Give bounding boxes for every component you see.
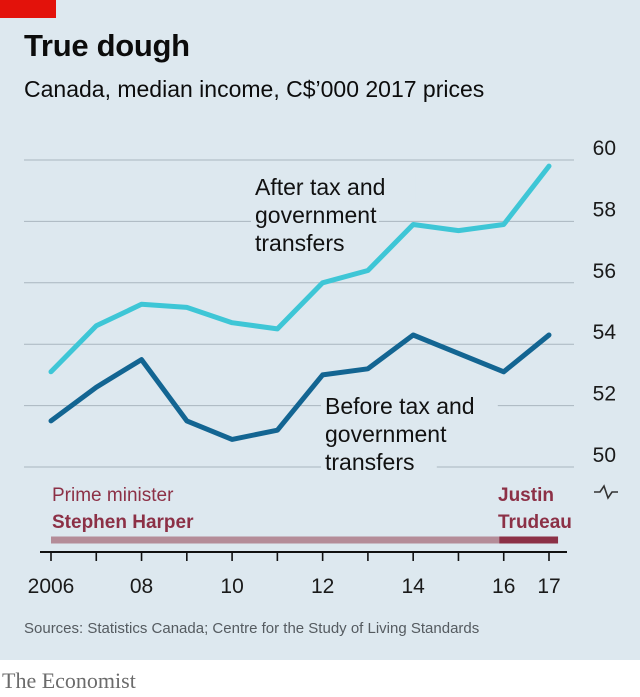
- label-backing: [321, 393, 498, 419]
- pm-periods: Prime minister Stephen Harper Justin Trudea…: [51, 485, 572, 544]
- series-label-line: government: [325, 421, 447, 447]
- economist-brand: The Economist: [2, 668, 136, 693]
- brand-red-tag: [0, 0, 56, 18]
- series-label-line: transfers: [255, 230, 344, 256]
- chart-panel: [0, 0, 640, 660]
- x-axis: 2006 08 10 12 14 16 17: [28, 551, 567, 598]
- x-tick-label: 14: [402, 575, 426, 598]
- series-label-line: Before tax and: [325, 393, 475, 419]
- trudeau-name-line: Trudeau: [498, 512, 572, 533]
- x-tick-label: 08: [130, 575, 153, 598]
- chart-title: True dough: [24, 28, 190, 63]
- series-label-line: transfers: [325, 449, 414, 475]
- y-axis-ticks: 50 52 54 56 58 60: [593, 137, 617, 467]
- source-note: Sources: Statistics Canada; Centre for t…: [24, 620, 480, 637]
- after-tax-line: [48, 163, 552, 375]
- y-tick-label: 52: [593, 383, 616, 406]
- series-label-line: government: [255, 202, 377, 228]
- x-tick-label: 12: [311, 575, 334, 598]
- label-backing: [251, 230, 367, 256]
- label-backing: [321, 421, 449, 447]
- before-tax-line: [48, 332, 552, 442]
- series-lines: [48, 163, 552, 442]
- label-backing: [251, 174, 416, 200]
- trudeau-name-line: Justin: [498, 485, 554, 506]
- y-tick-label: 54: [593, 321, 617, 344]
- x-tick-label: 16: [492, 575, 515, 598]
- y-tick-label: 58: [593, 198, 616, 221]
- harper-name: Stephen Harper: [52, 512, 194, 533]
- x-tick-label: 2006: [28, 575, 75, 598]
- x-tick-label: 10: [220, 575, 243, 598]
- label-backing: [251, 202, 379, 228]
- y-tick-label: 60: [593, 137, 616, 160]
- series-label-line: After tax and: [255, 174, 385, 200]
- label-backing: [321, 449, 437, 475]
- x-tick-label: 17: [537, 575, 560, 598]
- y-tick-label: 50: [593, 444, 616, 467]
- y-tick-label: 56: [593, 260, 616, 283]
- y-axis-break-icon: [594, 484, 618, 500]
- pm-label: Prime minister: [52, 485, 174, 506]
- chart-subtitle: Canada, median income, C$’000 2017 price…: [24, 76, 485, 102]
